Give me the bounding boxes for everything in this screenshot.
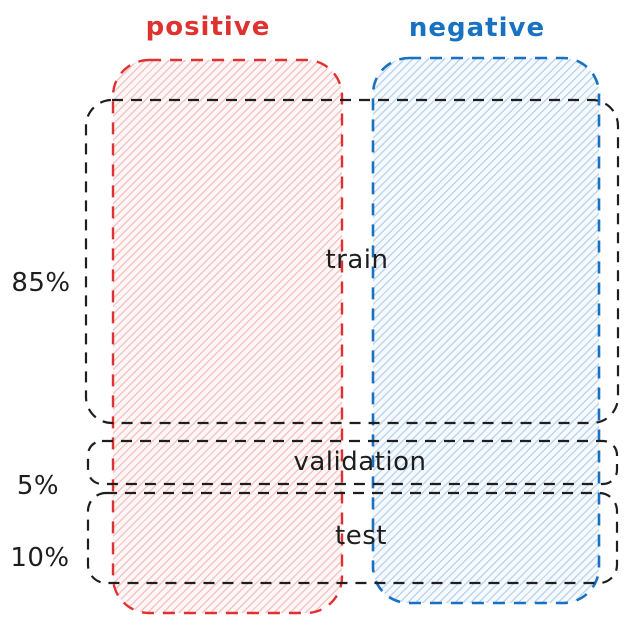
negative-column-outline — [371, 56, 601, 605]
negative-column-box — [373, 58, 599, 603]
test-percent-label: 10% — [10, 543, 70, 573]
positive-column-outline — [111, 58, 344, 615]
validation-row-label: validation — [293, 447, 427, 477]
validation-percent-label: 5% — [16, 471, 60, 501]
positive-column-label: positive — [145, 12, 271, 42]
train-row-outline — [84, 98, 620, 425]
train-percent-label: 85% — [11, 268, 71, 298]
positive-column-box — [113, 60, 342, 613]
train-row-label: train — [325, 245, 389, 275]
test-row-label: test — [335, 521, 387, 551]
negative-column-label: negative — [408, 13, 546, 43]
validation-row-outline — [86, 439, 619, 486]
